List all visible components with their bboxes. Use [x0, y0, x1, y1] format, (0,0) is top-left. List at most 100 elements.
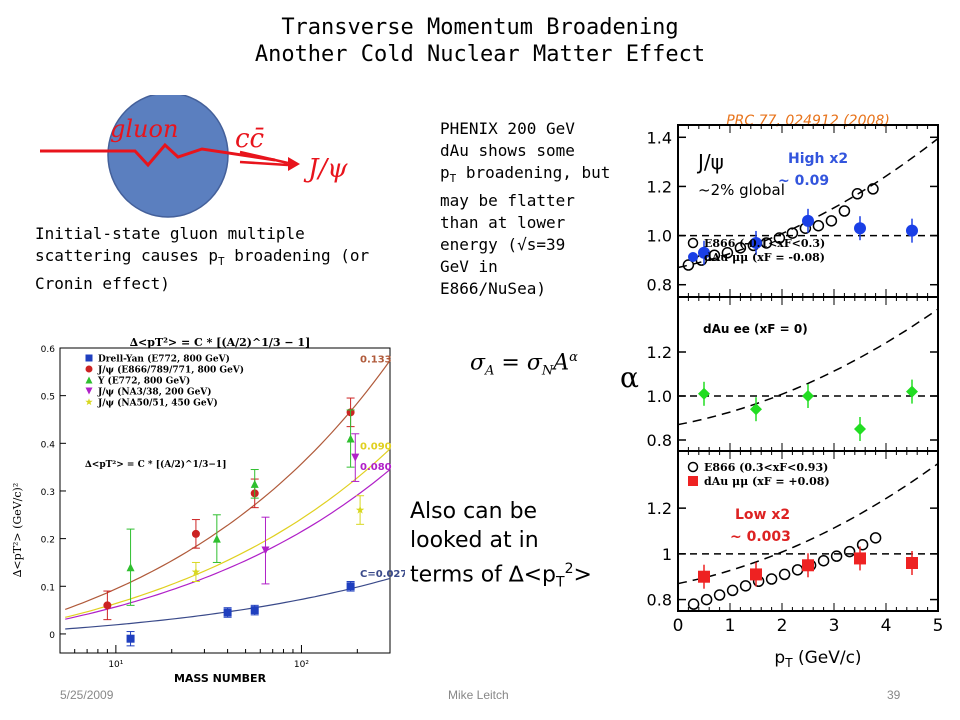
curve-label: 0.080	[360, 462, 392, 473]
data-point	[351, 453, 360, 462]
e866-point	[838, 205, 851, 217]
legend-marker	[687, 461, 699, 473]
data-point	[250, 606, 259, 615]
legend-marker	[85, 354, 93, 362]
title-line-2: Another Cold Nuclear Matter Effect	[254, 42, 706, 67]
legend-marker	[85, 376, 93, 384]
y-tick-label: 1.0	[647, 387, 672, 406]
x2-tag: High x2	[788, 151, 848, 167]
data-point	[698, 387, 710, 400]
y-tick-label: 0.5	[41, 393, 55, 403]
slide-title: Transverse Momentum Broadening Another C…	[0, 14, 960, 68]
y-tick-label: 0.8	[647, 431, 672, 450]
y-tick-label: 0.2	[41, 536, 55, 546]
fit-curve	[65, 448, 391, 618]
data-point	[346, 582, 355, 591]
data-point	[212, 534, 221, 543]
legend-marker	[688, 252, 698, 262]
y-tick-label: 0.6	[41, 345, 56, 355]
panel-sublabel: ~2% global	[698, 181, 785, 199]
legend-label: J/ψ (NA50/51, 450 GeV)	[97, 398, 218, 409]
x-tick-label: 0	[673, 616, 684, 636]
y-tick-label: 0.3	[41, 488, 55, 498]
curve-label: 0.133	[360, 354, 392, 365]
legend-label: dAu μμ (xF = +0.08)	[704, 475, 830, 488]
data-point	[250, 479, 259, 488]
also-text: Also can be looked at in terms of ∆<pT2>	[410, 497, 620, 598]
e866-point	[791, 564, 804, 576]
data-point	[191, 567, 201, 576]
data-point	[802, 390, 814, 402]
x2-value: ~ 0.09	[778, 173, 829, 189]
y-tick-label: 0	[49, 631, 55, 641]
phenix-line-5: than at lower	[440, 213, 566, 233]
legend-label: Drell-Yan (E772, 800 GeV)	[98, 354, 230, 365]
theory-curve	[677, 462, 939, 585]
footer-author: Mike Leitch	[448, 688, 509, 702]
legend-label: J/ψ (E866/789/771, 800 GeV)	[97, 365, 244, 376]
e866-point	[812, 219, 825, 232]
e866-point	[843, 545, 856, 558]
data-point	[750, 236, 762, 249]
panel-3: 0.8 1 1.2 Low x2 ~ 0.003 E866 (0.3<xF<0.93)dA…	[647, 450, 943, 636]
panel-label: J/ψ	[696, 150, 724, 174]
x-tick-label: 10¹	[108, 660, 123, 670]
data-point	[261, 546, 270, 555]
data-point	[802, 559, 814, 572]
chart-left-title: ∆<pT²> = C * [(A/2)^1/3 − 1]	[130, 336, 311, 349]
x-tick-label: 4	[881, 616, 892, 636]
also-line-1: Also can be	[410, 499, 538, 524]
legend-marker	[85, 398, 93, 406]
e866-point	[869, 532, 882, 544]
scattering-caption: Initial-state gluon multiple scattering …	[35, 223, 410, 295]
e866-point	[682, 259, 695, 271]
data-point	[906, 385, 918, 398]
data-point	[750, 403, 762, 416]
phenix-line-8: E866/NuSea)	[440, 279, 546, 299]
e866-point	[778, 568, 791, 581]
nucleus-circle	[107, 95, 229, 218]
caption-sub: T	[218, 255, 225, 269]
curve-label: C=0.027	[360, 569, 405, 580]
data-point	[854, 222, 866, 235]
chart-left-ylabel: ∆<pT²> (GeV/c)²	[11, 483, 24, 578]
e866-point	[765, 573, 778, 585]
legend-label: E866 (0.3<xF<0.93)	[704, 461, 828, 474]
e866-point	[700, 593, 713, 606]
chart-left-annotation: ∆<pT²> = C * [(A/2)^1/3−1]	[85, 459, 226, 470]
arrow-head	[288, 157, 300, 171]
alpha-formula: σA = σNAα	[470, 350, 578, 379]
legend-label: E866 (-0.1<xF<0.3)	[704, 237, 825, 250]
also-line-3: terms of ∆<pT2>	[410, 561, 592, 591]
e866-point	[773, 232, 786, 244]
e866-point	[713, 589, 726, 601]
legend-marker	[688, 476, 698, 486]
footer-page: 39	[887, 688, 901, 702]
e866-point	[817, 554, 830, 567]
footer-date: 5/25/2009	[60, 688, 114, 702]
phenix-line-6: energy (√s=39	[440, 235, 566, 255]
legend-marker	[85, 365, 93, 373]
fit-curve	[65, 469, 391, 620]
y-tick-label: 1	[662, 545, 672, 564]
data-point	[854, 423, 866, 435]
e866-point	[687, 598, 700, 610]
legend-label: dAu μμ (xF = -0.08)	[704, 251, 825, 264]
e866-point	[786, 227, 799, 239]
e866-point	[726, 584, 739, 597]
data-point	[223, 608, 232, 617]
phenix-line-1: PHENIX 200 GeV	[440, 119, 575, 138]
chart-left-xlabel: MASS NUMBER	[174, 672, 267, 685]
y-tick-label: 1.0	[647, 227, 672, 246]
panel-2: 0.8 1.0 1.2 dAu ee (xF = 0)	[647, 296, 939, 452]
y-tick-label: 1.2	[647, 499, 672, 518]
e866-point	[867, 183, 879, 195]
chart-left-legend: Drell-Yan (E772, 800 GeV)J/ψ (E866/789/7…	[85, 354, 244, 409]
data-point	[906, 224, 918, 237]
y-tick-label: 1.2	[647, 177, 672, 196]
panel-frame	[677, 296, 939, 452]
plot-area	[59, 347, 391, 654]
y-tick-label: 0.8	[647, 276, 672, 295]
gluon-label: gluon	[110, 115, 178, 143]
jpsi-line-1	[239, 150, 289, 165]
